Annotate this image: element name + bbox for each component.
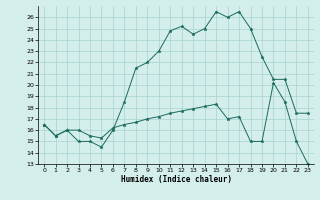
X-axis label: Humidex (Indice chaleur): Humidex (Indice chaleur) <box>121 175 231 184</box>
